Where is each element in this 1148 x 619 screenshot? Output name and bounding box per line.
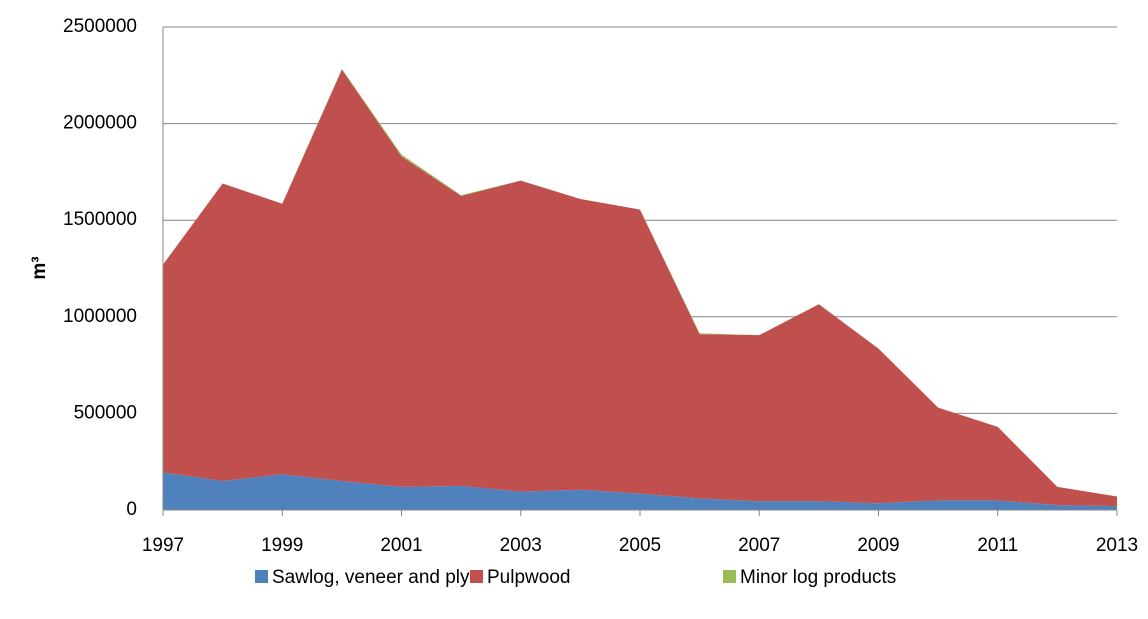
area xyxy=(163,472,1117,510)
legend-swatch xyxy=(470,570,483,583)
x-tick-label: 2007 xyxy=(738,535,780,556)
y-axis-label: m³ xyxy=(29,256,50,279)
y-tick-label: 0 xyxy=(126,499,137,520)
y-tick-label: 2000000 xyxy=(63,113,137,134)
y-tick-label: 500000 xyxy=(74,402,137,423)
x-tick-label: 1999 xyxy=(261,535,303,556)
x-tick-label: 2005 xyxy=(619,535,661,556)
x-tick-label: 2011 xyxy=(977,535,1018,556)
legend-swatch xyxy=(723,570,736,583)
legend-label: Pulpwood xyxy=(487,567,570,588)
x-tick-label: 2009 xyxy=(857,535,899,556)
legend-label: Sawlog, veneer and ply xyxy=(272,567,470,588)
x-tick-label: 1997 xyxy=(142,535,184,556)
area xyxy=(163,69,1117,507)
y-tick-label: 1500000 xyxy=(63,209,137,230)
y-tick-label: 1000000 xyxy=(63,306,137,327)
x-tick-label: 2001 xyxy=(380,535,422,556)
legend-label: Minor log products xyxy=(740,567,896,588)
x-tick-label: 2003 xyxy=(500,535,542,556)
y-tick-label: 2500000 xyxy=(63,16,137,37)
x-tick-label: 2013 xyxy=(1096,535,1138,556)
legend-swatch xyxy=(255,570,268,583)
